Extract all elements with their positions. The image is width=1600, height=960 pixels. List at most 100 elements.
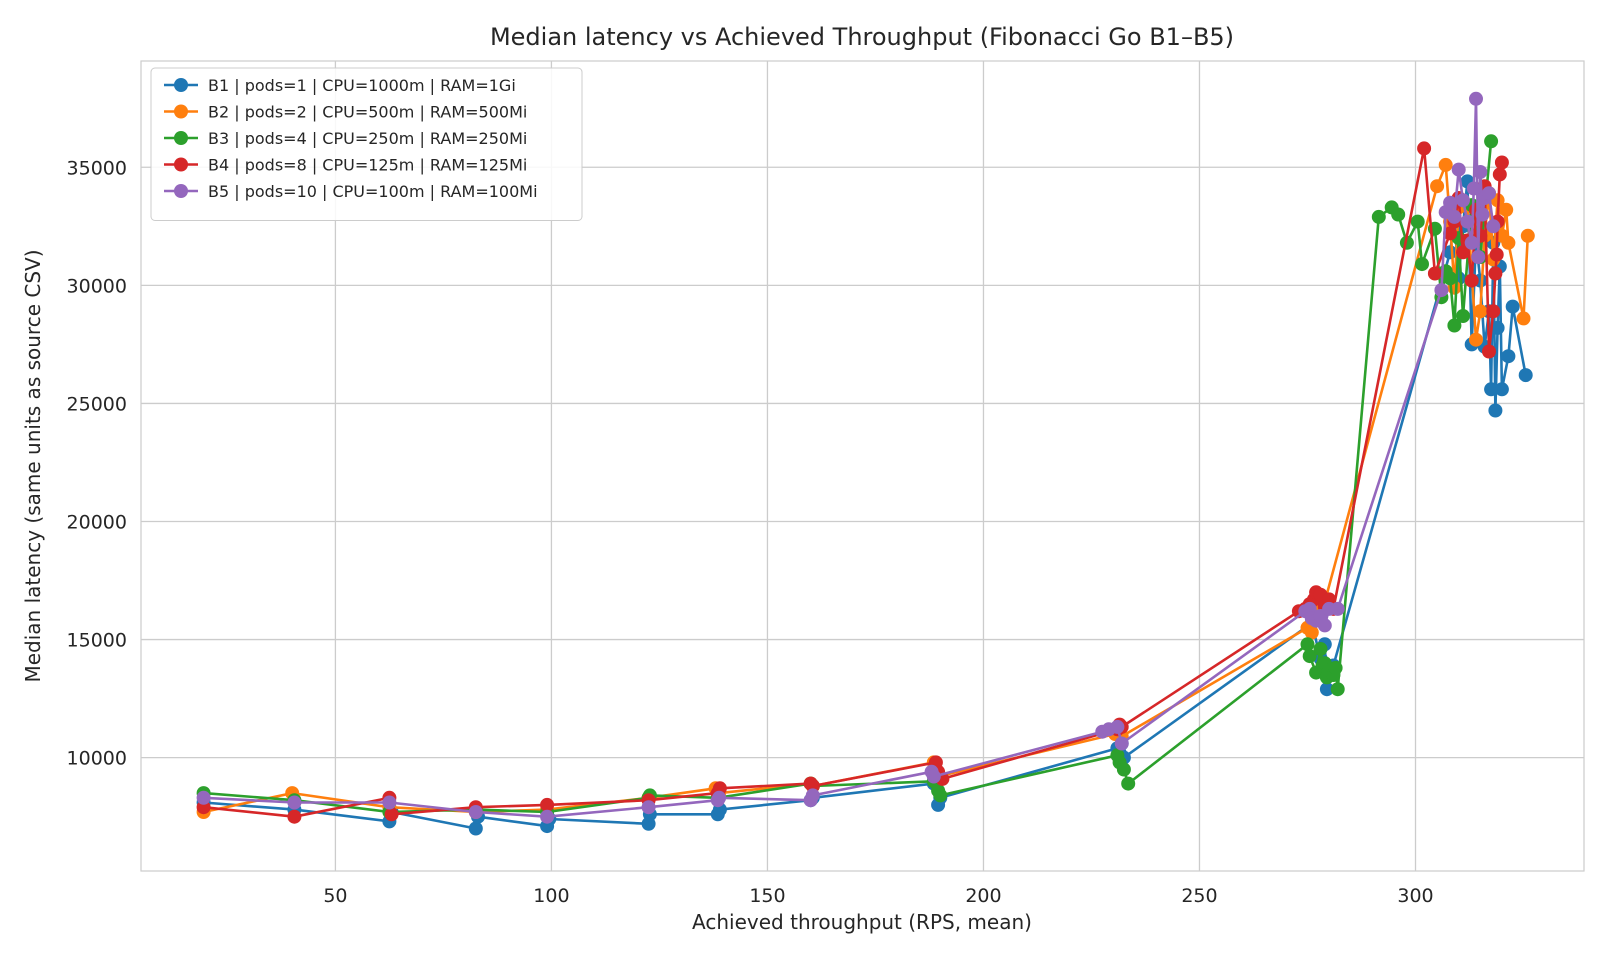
data-point xyxy=(384,807,399,822)
data-point xyxy=(1482,186,1496,201)
data-point xyxy=(933,788,948,803)
x-tick-label: 200 xyxy=(965,885,1001,907)
data-point xyxy=(1466,181,1481,196)
data-point xyxy=(468,821,483,836)
data-point xyxy=(1410,214,1425,229)
x-tick-label: 150 xyxy=(749,885,785,907)
data-point xyxy=(1486,219,1501,234)
data-point xyxy=(926,769,941,784)
data-point xyxy=(1464,273,1479,288)
y-tick-label: 25000 xyxy=(67,393,127,415)
data-point xyxy=(1330,601,1345,616)
chart-title: Median latency vs Achieved Throughput (F… xyxy=(490,23,1234,51)
legend-swatch-marker xyxy=(174,131,188,145)
legend-label: B2 | pods=2 | CPU=500m | RAM=500Mi xyxy=(208,103,527,122)
x-tick-label: 250 xyxy=(1181,885,1217,907)
y-tick-label: 30000 xyxy=(67,275,127,297)
legend-item: B1 | pods=1 | CPU=1000m | RAM=1Gi xyxy=(164,76,516,95)
y-tick-label: 20000 xyxy=(67,511,127,533)
legend-item: B5 | pods=10 | CPU=100m | RAM=100Mi xyxy=(164,182,538,201)
data-point xyxy=(1456,193,1470,208)
data-point xyxy=(1302,649,1317,664)
data-point xyxy=(641,800,656,815)
legend-label: B1 | pods=1 | CPU=1000m | RAM=1Gi xyxy=(208,76,516,95)
data-point xyxy=(1482,344,1496,359)
data-point xyxy=(1330,682,1345,697)
legend: B1 | pods=1 | CPU=1000m | RAM=1Gi B2 | po… xyxy=(150,67,583,221)
data-point xyxy=(1430,179,1445,194)
data-point xyxy=(1501,235,1516,250)
data-point xyxy=(1494,382,1509,397)
grid xyxy=(141,61,1584,871)
data-point xyxy=(1464,235,1479,250)
data-point xyxy=(1371,209,1386,224)
data-point xyxy=(1505,299,1520,314)
legend-label: B3 | pods=4 | CPU=250m | RAM=250Mi xyxy=(208,129,527,148)
data-point xyxy=(1469,332,1483,347)
data-point xyxy=(1434,283,1449,298)
data-point xyxy=(1417,141,1432,156)
data-point xyxy=(1518,368,1533,383)
data-point xyxy=(1460,214,1475,229)
data-point xyxy=(1399,235,1414,250)
x-tick-label: 300 xyxy=(1397,885,1433,907)
data-point xyxy=(1456,245,1470,260)
x-axis-label: Achieved throughput (RPS, mean) xyxy=(692,910,1032,934)
y-axis-label: Median latency (same units as source CSV… xyxy=(21,249,45,682)
data-point xyxy=(287,795,302,810)
legend-swatch-marker xyxy=(174,184,188,198)
data-point xyxy=(540,809,555,824)
y-tick-label: 15000 xyxy=(67,630,127,652)
data-point xyxy=(540,797,555,812)
data-point xyxy=(1443,271,1458,286)
data-point xyxy=(1516,311,1531,326)
data-point xyxy=(712,790,727,805)
data-point xyxy=(805,788,820,803)
x-tick-label: 50 xyxy=(323,885,347,907)
data-point xyxy=(1313,642,1328,656)
series-5 xyxy=(196,91,1501,824)
legend-swatch-marker xyxy=(174,104,188,119)
data-point xyxy=(382,795,397,810)
legend-swatch-marker xyxy=(174,157,188,172)
x-tick-label: 100 xyxy=(533,885,569,907)
data-point xyxy=(1121,776,1136,791)
data-point xyxy=(1456,309,1470,323)
data-point xyxy=(1447,318,1462,333)
data-point xyxy=(1489,247,1504,262)
data-point xyxy=(1499,202,1514,217)
tick-labels: 50 100 150 200 250 300 10000 15000 20000 25000 300… xyxy=(67,157,1434,907)
data-point xyxy=(1471,250,1486,264)
data-point xyxy=(1116,762,1131,777)
legend-item: B4 | pods=8 | CPU=125m | RAM=125Mi xyxy=(164,156,527,175)
data-point xyxy=(1427,266,1442,281)
data-point xyxy=(1473,304,1488,319)
plot-frame xyxy=(140,60,1585,872)
data-point xyxy=(1501,349,1516,364)
data-point xyxy=(196,790,211,805)
data-point xyxy=(1438,157,1453,172)
data-point xyxy=(1484,382,1499,397)
data-point xyxy=(1110,719,1125,734)
data-point xyxy=(1415,257,1429,272)
data-point xyxy=(1328,660,1343,675)
data-point xyxy=(1114,736,1129,751)
data-point xyxy=(1447,209,1462,224)
data-point xyxy=(1391,207,1406,222)
legend-item: B2 | pods=2 | CPU=500m | RAM=500Mi xyxy=(164,103,527,122)
data-point xyxy=(1443,195,1458,210)
data-point xyxy=(287,809,302,824)
legend-swatch-marker xyxy=(174,78,188,92)
data-point xyxy=(1300,637,1315,652)
legend-label: B4 | pods=8 | CPU=125m | RAM=125Mi xyxy=(208,156,527,175)
data-point xyxy=(1520,228,1535,243)
data-point xyxy=(1317,618,1332,633)
data-point xyxy=(1488,403,1503,418)
data-point xyxy=(1319,682,1334,697)
data-point xyxy=(1443,226,1458,241)
legend-item: B3 | pods=4 | CPU=250m | RAM=250Mi xyxy=(164,129,527,148)
data-point xyxy=(1486,304,1501,319)
y-tick-label: 35000 xyxy=(67,157,127,179)
legend-box xyxy=(150,67,583,221)
